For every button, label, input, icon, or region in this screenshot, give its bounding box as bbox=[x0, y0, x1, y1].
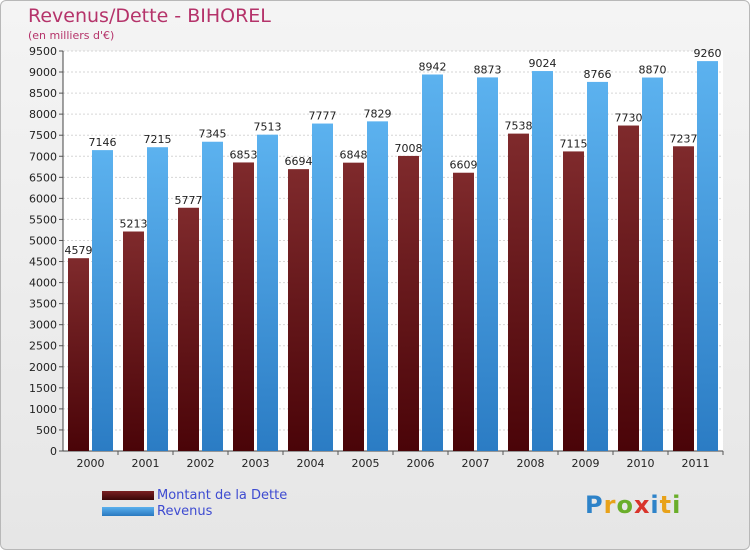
proxiti-logo: Proxiti bbox=[585, 491, 682, 519]
legend: Montant de la Dette Revenus bbox=[102, 487, 287, 519]
x-tick-label: 2003 bbox=[242, 457, 270, 470]
bar-dette bbox=[673, 146, 694, 451]
bar-revenus bbox=[202, 141, 223, 451]
data-label-dette: 6694 bbox=[285, 155, 313, 168]
legend-swatch-revenus bbox=[102, 506, 154, 516]
y-tick-label: 6000 bbox=[29, 192, 57, 205]
data-label-dette: 6609 bbox=[450, 159, 478, 172]
y-tick-label: 8000 bbox=[29, 108, 57, 121]
data-label-dette: 7008 bbox=[395, 142, 423, 155]
data-label-revenus: 8766 bbox=[584, 68, 612, 81]
data-label-dette: 7538 bbox=[505, 120, 533, 133]
bar-dette bbox=[68, 258, 89, 451]
y-tick-label: 4000 bbox=[29, 277, 57, 290]
y-tick-label: 3500 bbox=[29, 298, 57, 311]
legend-label-revenus: Revenus bbox=[157, 503, 213, 519]
data-label-revenus: 7829 bbox=[364, 107, 392, 120]
x-tick-label: 2008 bbox=[517, 457, 545, 470]
data-label-revenus: 7777 bbox=[309, 110, 337, 123]
bar-revenus bbox=[532, 71, 553, 451]
y-tick-label: 2000 bbox=[29, 361, 57, 374]
bar-revenus bbox=[422, 74, 443, 451]
bar-dette bbox=[563, 151, 584, 451]
bar-revenus bbox=[147, 147, 168, 452]
bar-dette bbox=[288, 169, 309, 451]
y-tick-label: 3000 bbox=[29, 319, 57, 332]
bar-revenus bbox=[92, 150, 113, 451]
bar-dette bbox=[398, 155, 419, 451]
data-label-dette: 6853 bbox=[230, 148, 258, 161]
data-label-dette: 5777 bbox=[175, 194, 203, 207]
legend-item-revenus: Revenus bbox=[102, 503, 287, 519]
y-tick-label: 4500 bbox=[29, 256, 57, 269]
bar-revenus bbox=[477, 77, 498, 452]
bar-revenus bbox=[697, 61, 718, 452]
data-label-dette: 7237 bbox=[670, 132, 698, 145]
data-label-revenus: 9260 bbox=[694, 47, 722, 60]
data-label-revenus: 8942 bbox=[419, 60, 447, 73]
bar-dette bbox=[618, 125, 639, 452]
y-tick-label: 2500 bbox=[29, 340, 57, 353]
bar-revenus bbox=[642, 77, 663, 452]
y-tick-label: 5000 bbox=[29, 234, 57, 247]
y-tick-label: 1000 bbox=[29, 403, 57, 416]
x-tick-label: 2004 bbox=[297, 457, 325, 470]
x-tick-label: 2009 bbox=[572, 457, 600, 470]
y-tick-label: 0 bbox=[50, 445, 57, 458]
chart-title: Revenus/Dette - BIHOREL bbox=[28, 5, 271, 27]
bar-dette bbox=[343, 162, 364, 452]
data-label-dette: 5213 bbox=[120, 218, 148, 231]
plot-area bbox=[63, 51, 723, 451]
data-label-revenus: 7513 bbox=[254, 121, 282, 134]
bar-revenus bbox=[367, 121, 388, 451]
data-label-dette: 7730 bbox=[615, 112, 643, 125]
data-label-dette: 7115 bbox=[560, 137, 588, 150]
y-tick-label: 5500 bbox=[29, 213, 57, 226]
y-tick-label: 9500 bbox=[29, 45, 57, 58]
x-tick-label: 2005 bbox=[352, 457, 380, 470]
legend-swatch-dette bbox=[102, 490, 154, 500]
bar-dette bbox=[123, 231, 144, 451]
y-tick-label: 8500 bbox=[29, 87, 57, 100]
data-label-dette: 4579 bbox=[65, 244, 93, 257]
x-tick-label: 2002 bbox=[187, 457, 215, 470]
bar-dette bbox=[178, 207, 199, 451]
data-label-revenus: 7146 bbox=[89, 136, 117, 149]
x-tick-label: 2010 bbox=[627, 457, 655, 470]
data-label-revenus: 7215 bbox=[144, 133, 172, 146]
y-tick-label: 6500 bbox=[29, 171, 57, 184]
x-tick-label: 2001 bbox=[132, 457, 160, 470]
data-label-revenus: 8873 bbox=[474, 63, 502, 76]
x-tick-label: 2011 bbox=[682, 457, 710, 470]
legend-label-dette: Montant de la Dette bbox=[157, 487, 288, 503]
data-label-dette: 6848 bbox=[340, 149, 368, 162]
x-tick-label: 2006 bbox=[407, 457, 435, 470]
bar-dette bbox=[233, 162, 254, 451]
y-tick-label: 7500 bbox=[29, 129, 57, 142]
y-tick-label: 9000 bbox=[29, 66, 57, 79]
bar-dette bbox=[453, 172, 474, 451]
bar-revenus bbox=[587, 81, 608, 451]
x-tick-label: 2007 bbox=[462, 457, 490, 470]
bar-revenus bbox=[312, 123, 333, 452]
bar-revenus bbox=[257, 134, 278, 452]
data-label-revenus: 8870 bbox=[639, 64, 667, 77]
y-tick-label: 500 bbox=[36, 424, 57, 437]
y-tick-label: 1500 bbox=[29, 382, 57, 395]
data-label-revenus: 9024 bbox=[529, 57, 557, 70]
data-label-revenus: 7345 bbox=[199, 128, 227, 141]
legend-item-dette: Montant de la Dette bbox=[102, 487, 287, 503]
x-tick-label: 2000 bbox=[77, 457, 105, 470]
chart-subtitle: (en milliers d'€) bbox=[28, 29, 115, 42]
y-tick-label: 7000 bbox=[29, 150, 57, 163]
bar-dette bbox=[508, 133, 529, 451]
